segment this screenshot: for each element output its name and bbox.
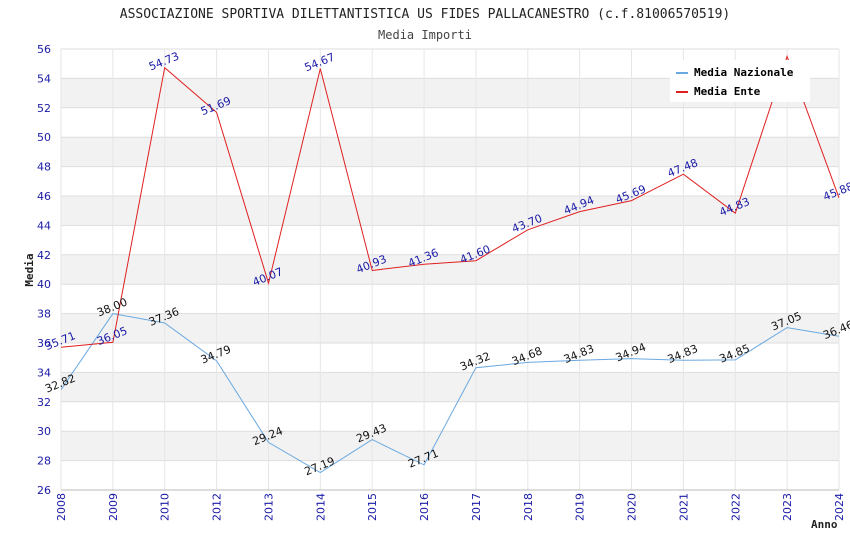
x-tick-label: 2020 xyxy=(626,493,639,521)
y-tick-label: 34 xyxy=(37,366,51,379)
x-tick-label: 2015 xyxy=(366,493,379,521)
y-tick-label: 32 xyxy=(37,396,51,409)
y-tick-label: 56 xyxy=(37,43,51,56)
y-tick-label: 30 xyxy=(37,425,51,438)
plot-band xyxy=(61,254,839,285)
plot-band xyxy=(61,313,839,343)
legend-box xyxy=(670,60,810,102)
plot-band xyxy=(61,372,839,402)
series-line-1 xyxy=(60,54,840,348)
data-label: 34.94 xyxy=(614,341,648,365)
series-lines xyxy=(60,54,840,474)
x-tick-label: 2016 xyxy=(418,493,431,521)
chart-subtitle: Media Importi xyxy=(378,28,472,42)
y-tick-label: 52 xyxy=(37,102,51,115)
x-axis-ticks: 2008 2009 2010 2012 2013 2014 2015 2016 2017 2018… xyxy=(55,493,846,521)
x-tick-label: 2021 xyxy=(677,493,690,521)
y-axis-ticks: 26 28 30 32 34 36 38 40 42 44 46 48 50 52 54 56 xyxy=(37,43,51,497)
x-tick-label: 2019 xyxy=(574,493,587,521)
x-tick-label: 2014 xyxy=(314,493,327,521)
y-axis-label: Media xyxy=(23,253,36,286)
x-tick-label: 2018 xyxy=(522,493,535,521)
grid-lines xyxy=(60,48,840,491)
x-tick-label: 2012 xyxy=(211,493,224,521)
y-tick-label: 42 xyxy=(37,249,51,262)
y-tick-label: 38 xyxy=(37,308,51,321)
x-tick-label: 2009 xyxy=(107,493,120,521)
plot-band xyxy=(61,196,839,226)
y-tick-label: 54 xyxy=(37,72,51,85)
plot-band xyxy=(61,431,839,461)
data-label: 34.83 xyxy=(562,342,596,366)
y-tick-label: 48 xyxy=(37,161,51,174)
x-tick-label: 2022 xyxy=(729,493,742,521)
x-tick-label: 2008 xyxy=(55,493,68,521)
plot-band xyxy=(61,137,839,167)
legend-label-media-nazionale: Media Nazionale xyxy=(694,66,794,79)
y-tick-label: 46 xyxy=(37,190,51,203)
plot-bands xyxy=(61,78,839,461)
x-tick-label: 2013 xyxy=(262,493,275,521)
y-tick-label: 40 xyxy=(37,278,51,291)
legend-label-media-ente: Media Ente xyxy=(694,85,761,98)
y-tick-label: 36 xyxy=(37,337,51,350)
x-tick-label: 2024 xyxy=(833,493,846,521)
y-tick-label: 26 xyxy=(37,484,51,497)
data-label: 35.71 xyxy=(43,329,77,353)
data-label: 34.85 xyxy=(718,342,752,366)
data-label: 34.79 xyxy=(199,343,233,367)
x-tick-label: 2017 xyxy=(470,493,483,521)
x-tick-label: 2010 xyxy=(159,493,172,521)
chart-title: ASSOCIAZIONE SPORTIVA DILETTANTISTICA US… xyxy=(120,7,730,22)
legend: Media Nazionale Media Ente xyxy=(670,60,810,102)
data-label: 34.68 xyxy=(510,344,544,368)
data-label: 34.83 xyxy=(666,342,700,366)
x-axis-label: Anno xyxy=(811,518,838,531)
y-tick-label: 28 xyxy=(37,455,51,468)
x-tick-label: 2023 xyxy=(781,493,794,521)
y-tick-label: 50 xyxy=(37,131,51,144)
y-tick-label: 44 xyxy=(37,219,51,232)
series-line-0 xyxy=(60,313,840,474)
